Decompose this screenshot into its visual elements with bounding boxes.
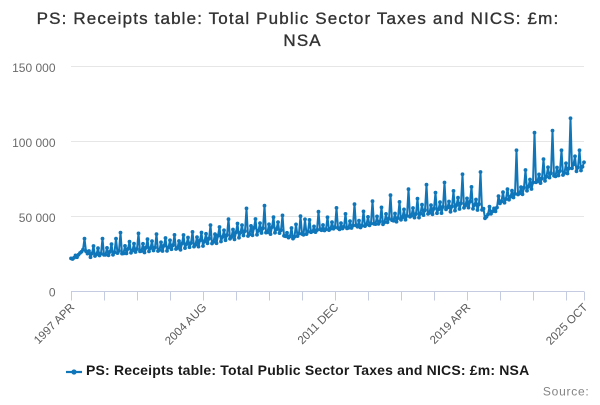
- svg-text:0: 0: [49, 286, 56, 300]
- svg-text:50 000: 50 000: [19, 211, 56, 225]
- svg-text:Source:: Source:: [543, 385, 590, 399]
- svg-text:PS: Receipts table: Total Publ: PS: Receipts table: Total Public Sector …: [37, 9, 560, 28]
- svg-text:100 000: 100 000: [12, 136, 56, 150]
- svg-text:150 000: 150 000: [12, 61, 56, 75]
- svg-text:PS: Receipts table: Total Publ: PS: Receipts table: Total Public Sector …: [86, 362, 529, 378]
- svg-text:NSA: NSA: [283, 31, 321, 50]
